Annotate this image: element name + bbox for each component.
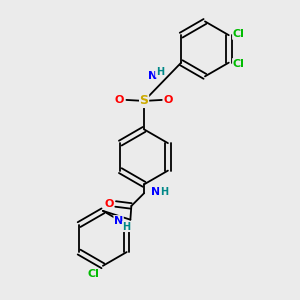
Text: Cl: Cl	[87, 269, 99, 279]
Text: O: O	[104, 199, 113, 209]
Text: S: S	[140, 94, 148, 107]
Text: O: O	[115, 95, 124, 105]
Text: O: O	[164, 95, 173, 105]
Text: Cl: Cl	[232, 58, 244, 69]
Text: N: N	[151, 187, 160, 197]
Text: H: H	[122, 222, 130, 232]
Text: H: H	[156, 67, 164, 77]
Text: Cl: Cl	[232, 29, 244, 39]
Text: N: N	[114, 216, 123, 226]
Text: H: H	[160, 187, 168, 197]
Text: N: N	[148, 71, 158, 81]
